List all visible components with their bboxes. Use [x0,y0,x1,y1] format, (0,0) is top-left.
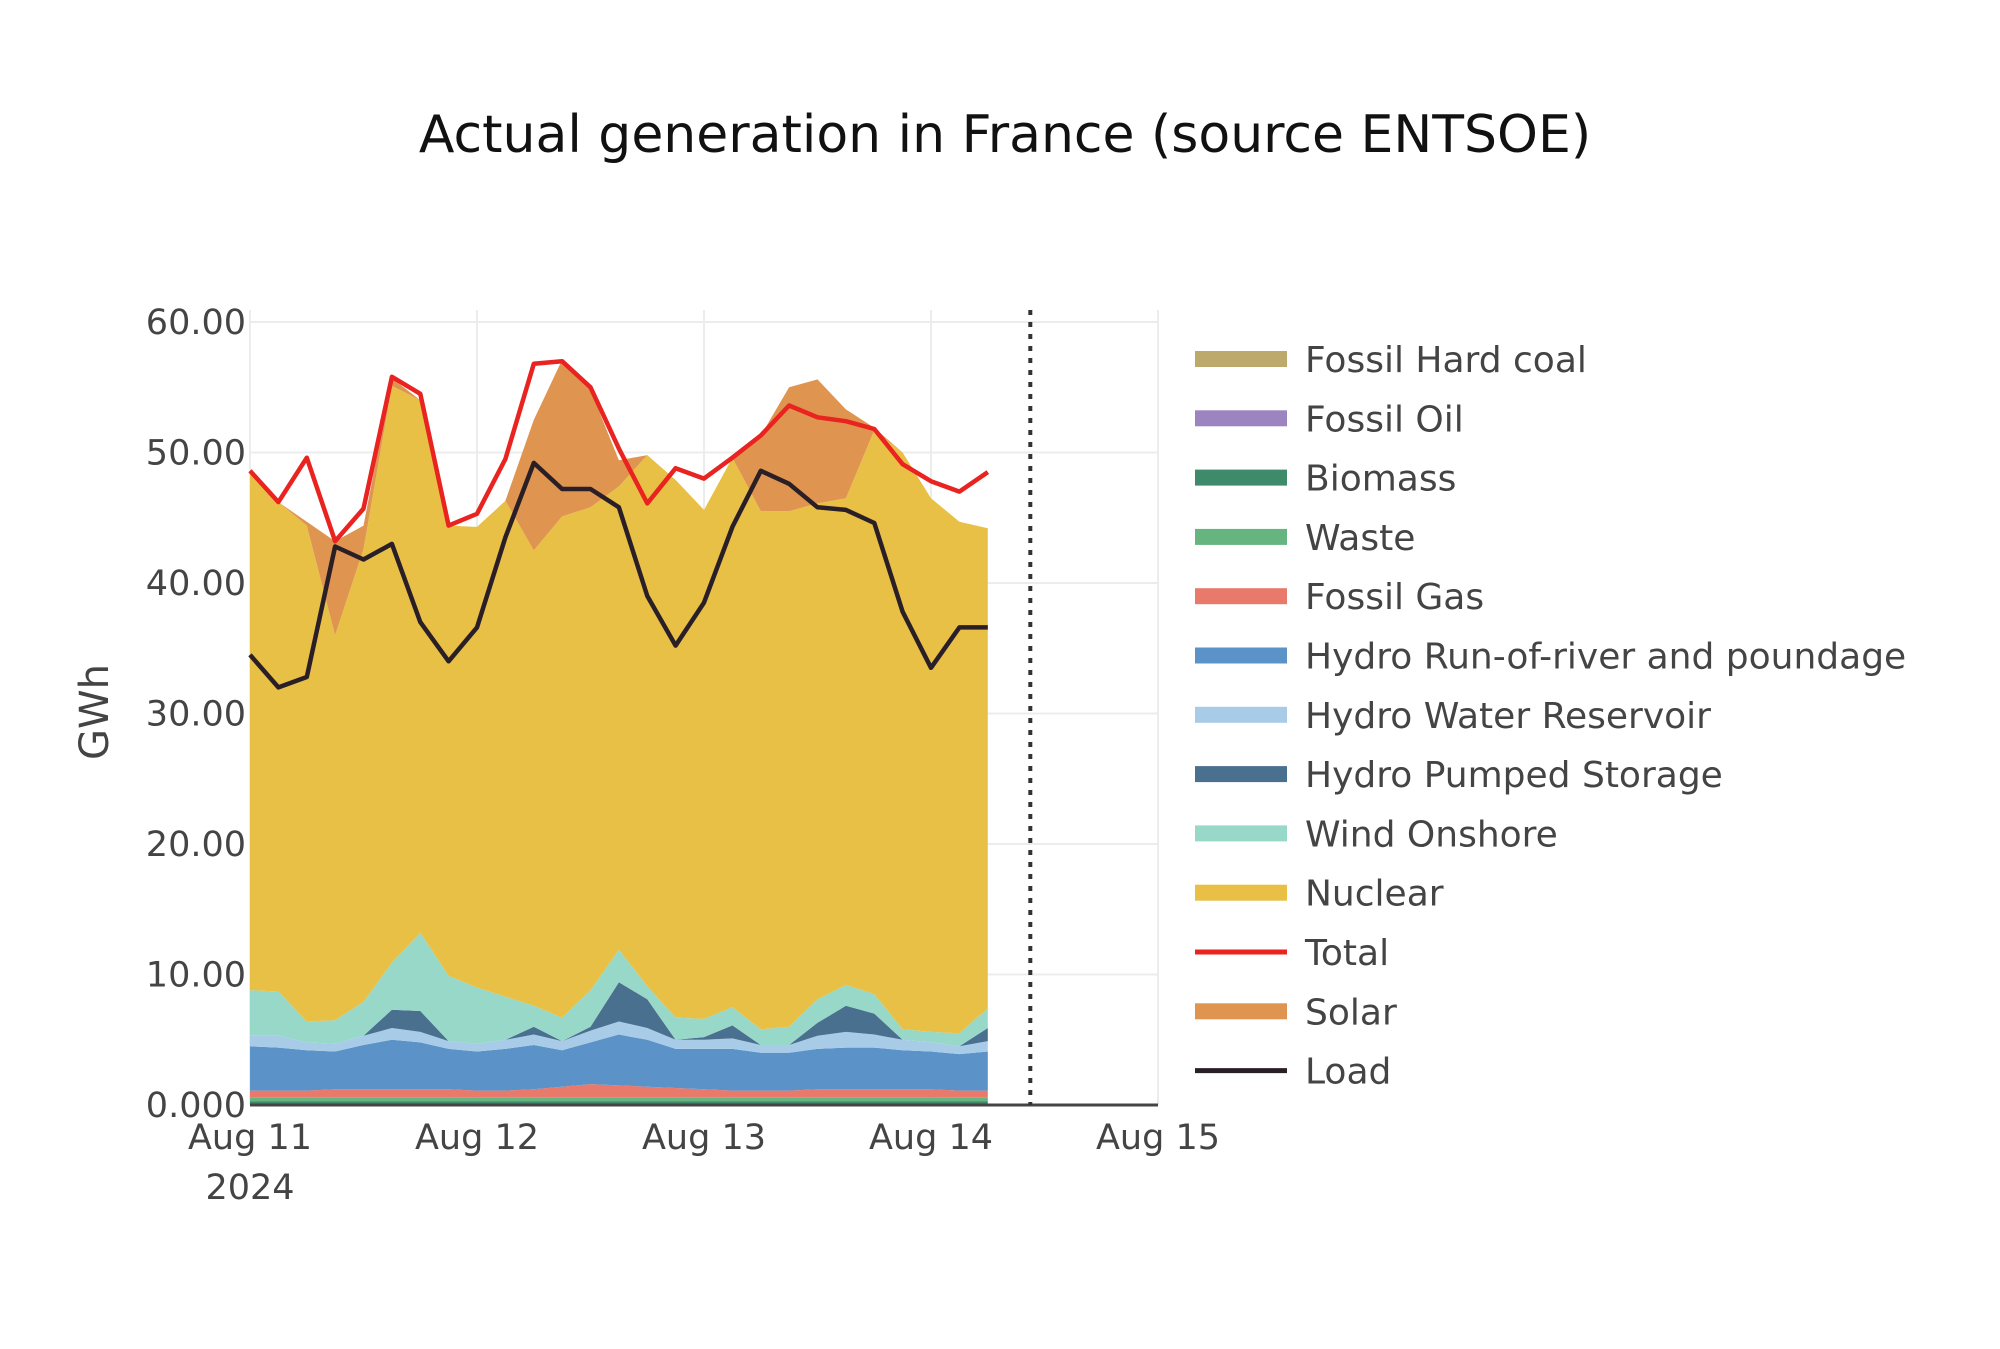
legend-label: Wind Onshore [1305,814,1558,855]
area-hydro-water-reservoir [250,1021,988,1055]
legend-item-fossil-oil: Fossil Oil [1195,399,1464,440]
y-tick-label: 10.00 [146,956,246,996]
legend-label: Load [1305,1052,1391,1093]
legend-item-load: Load [1195,1052,1391,1093]
legend-swatch [1195,469,1287,486]
y-tick-label: 40.00 [146,564,246,604]
legend-swatch [1195,410,1287,427]
axes: 0.000 10.00 20.00 30.00 40.00 50.00 60.00 Aug 1… [146,303,1220,1208]
legend-label: Fossil Gas [1305,577,1484,618]
y-axis-title: GWh [72,664,118,760]
legend-item-waste: Waste [1195,518,1415,559]
legend-label: Fossil Hard coal [1305,340,1587,381]
y-tick-label: 0.000 [146,1086,246,1126]
legend-swatch [1195,1003,1287,1020]
legend-label: Biomass [1305,459,1456,500]
area-nuclear [250,385,988,1034]
y-tick-label: 50.00 [146,434,246,474]
area-wind-onshore [250,932,988,1047]
legend-item-biomass: Biomass [1195,459,1456,500]
legend-item-hydro-water-reservoir: Hydro Water Reservoir [1195,696,1711,737]
legend-swatch [1195,766,1287,783]
y-tick-label: 30.00 [146,695,246,735]
legend-swatch [1195,706,1287,723]
legend-item-wind-onshore: Wind Onshore [1195,814,1558,855]
legend: Fossil Hard coal Fossil Oil Biomass Waste Fo… [1195,340,1906,1093]
legend-item-hydro-pumped-storage: Hydro Pumped Storage [1195,755,1723,796]
legend-item-fossil-gas: Fossil Gas [1195,577,1484,618]
legend-label: Fossil Oil [1305,399,1464,440]
legend-swatch [1195,647,1287,664]
legend-label: Hydro Water Reservoir [1305,696,1711,737]
y-tick-label: 60.00 [146,303,246,343]
legend-label: Hydro Run-of-river and poundage [1305,637,1906,678]
legend-item-solar: Solar [1195,992,1397,1033]
area-hydro-run-of-river-and-poundage [250,1034,988,1091]
x-tick-label: Aug 12 [415,1118,539,1158]
legend-swatch [1195,528,1287,545]
legend-swatch [1195,588,1287,605]
legend-label: Waste [1305,518,1415,559]
chart-title: Actual generation in France (source ENTS… [419,105,1591,165]
legend-swatch [1195,825,1287,842]
legend-item-nuclear: Nuclear [1195,874,1444,915]
line-series [248,358,990,690]
legend-item-fossil-hard-coal: Fossil Hard coal [1195,340,1587,381]
stacked-areas [250,359,988,1105]
legend-label: Hydro Pumped Storage [1305,755,1723,796]
legend-label: Solar [1305,992,1397,1033]
x-tick-sublabel: 2024 [205,1168,294,1208]
legend-label: Nuclear [1305,874,1444,915]
area-waste [250,1097,988,1102]
x-tick-label: Aug 14 [869,1118,993,1158]
legend-swatch [1195,884,1287,901]
x-tick-label: Aug 13 [642,1118,766,1158]
legend-item-hydro-run-of-river-and-poundage: Hydro Run-of-river and poundage [1195,637,1906,678]
x-tick-label: Aug 15 [1096,1118,1220,1158]
line-load [248,460,988,690]
area-hydro-pumped-storage [250,982,988,1047]
x-tick-label: Aug 11 [188,1118,312,1158]
area-fossil-gas [250,1084,988,1098]
legend-label: Total [1304,933,1389,974]
legend-swatch [1195,351,1287,367]
area-solar [250,359,988,636]
legend-item-total: Total [1195,933,1389,974]
y-tick-label: 20.00 [146,825,246,865]
line-total [248,358,990,544]
